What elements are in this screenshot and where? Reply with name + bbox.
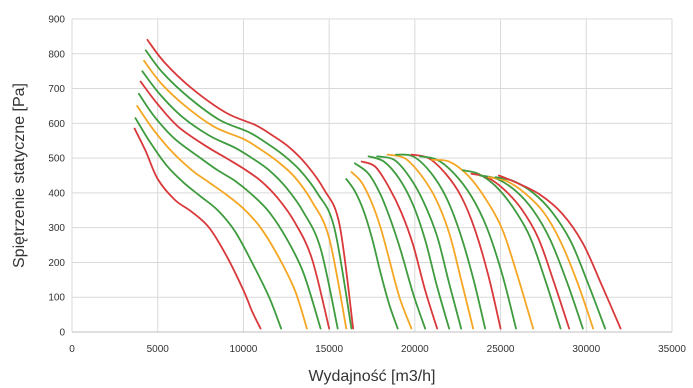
x-tick-label: 30000 bbox=[572, 344, 600, 355]
y-tick-label: 900 bbox=[48, 15, 65, 26]
x-tick-label: 10000 bbox=[230, 344, 258, 355]
series-line-26 bbox=[497, 174, 622, 330]
series-group bbox=[133, 38, 622, 330]
series-line-12 bbox=[353, 162, 427, 330]
x-tick-label: 20000 bbox=[401, 344, 429, 355]
x-tick-label: 35000 bbox=[658, 344, 686, 355]
grid bbox=[71, 18, 673, 333]
x-tick-label: 15000 bbox=[315, 344, 343, 355]
y-tick-label: 0 bbox=[59, 328, 65, 339]
series-line-25 bbox=[494, 176, 607, 330]
y-tick-label: 400 bbox=[48, 188, 65, 199]
series-line-15 bbox=[376, 155, 463, 330]
tick-labels: 0 100 200 300 400 500 600 700 800 900 0 5000 10000 15… bbox=[48, 15, 686, 356]
series-line-14 bbox=[367, 155, 451, 330]
series-line-13 bbox=[360, 160, 439, 330]
series-line-7 bbox=[143, 59, 348, 330]
y-tick-label: 700 bbox=[48, 84, 65, 95]
y-tick-label: 600 bbox=[48, 119, 65, 130]
series-line-24 bbox=[487, 176, 595, 330]
series-line-1 bbox=[133, 127, 262, 330]
series-line-2 bbox=[134, 117, 283, 330]
x-tick-label: 5000 bbox=[147, 344, 170, 355]
series-line-5 bbox=[139, 80, 331, 330]
series-line-4 bbox=[137, 92, 322, 330]
series-line-16 bbox=[386, 153, 475, 330]
series-line-9 bbox=[146, 38, 355, 330]
y-tick-label: 500 bbox=[48, 154, 65, 165]
y-axis-title: Spiętrzenie statyczne [Pa] bbox=[11, 83, 28, 268]
series-line-8 bbox=[144, 49, 353, 330]
series-line-3 bbox=[136, 105, 308, 330]
series-line-17 bbox=[395, 153, 487, 330]
series-line-20 bbox=[431, 158, 535, 330]
series-line-11 bbox=[350, 171, 413, 330]
series-line-10 bbox=[345, 178, 399, 330]
x-tick-label: 25000 bbox=[487, 344, 515, 355]
y-tick-label: 200 bbox=[48, 258, 65, 269]
y-tick-label: 300 bbox=[48, 223, 65, 234]
y-tick-label: 100 bbox=[48, 293, 65, 304]
x-axis-title: Wydajność [m3/h] bbox=[308, 368, 435, 385]
y-tick-label: 800 bbox=[48, 49, 65, 60]
series-line-19 bbox=[419, 155, 517, 330]
series-line-21 bbox=[461, 169, 562, 330]
x-tick-label: 0 bbox=[69, 344, 75, 355]
series-line-6 bbox=[141, 70, 339, 330]
